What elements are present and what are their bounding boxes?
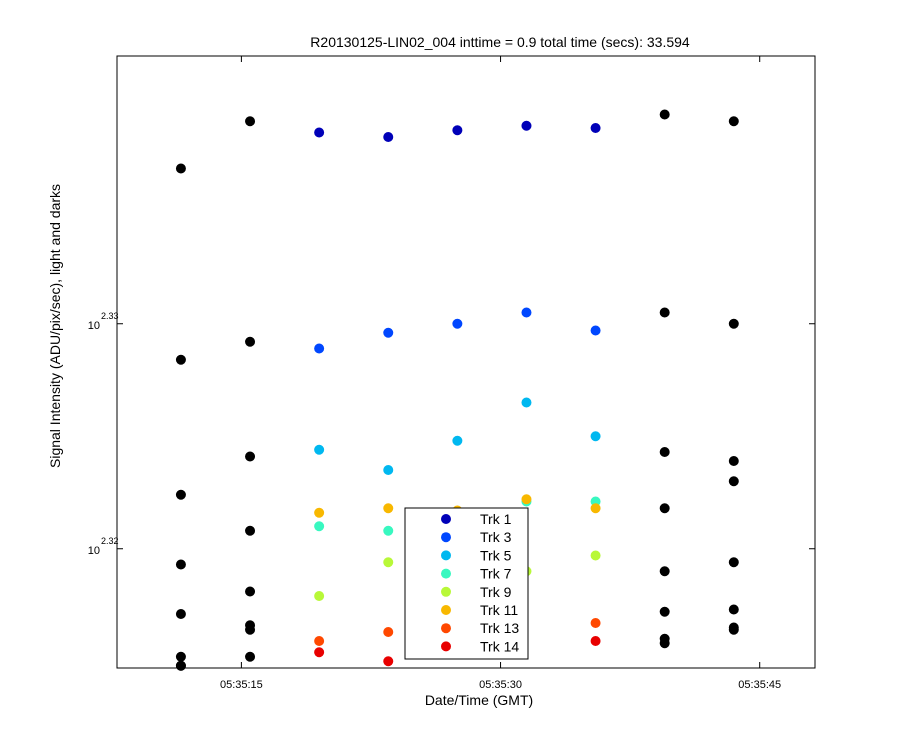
dark-point — [659, 606, 670, 617]
data-point — [314, 444, 325, 455]
x-axis-label: Date/Time (GMT) — [425, 692, 533, 708]
data-point — [314, 636, 325, 646]
dark-point — [175, 354, 186, 365]
dark-point — [728, 557, 739, 568]
legend-marker — [441, 623, 451, 634]
dark-point — [728, 624, 739, 635]
data-point — [314, 591, 325, 601]
legend-label: Trk 11 — [480, 602, 518, 618]
dark-point — [245, 451, 256, 462]
dark-point — [245, 624, 256, 635]
legend-label: Trk 5 — [480, 547, 512, 563]
legend-label: Trk 3 — [480, 529, 512, 545]
legend: Trk 1 Trk 3 Trk 5 Trk 7 Trk 9 Trk 11 Trk 13 Trk… — [404, 507, 529, 660]
dark-point — [175, 163, 186, 174]
data-point — [383, 503, 394, 514]
chart-title: R20130125-LIN02_004 inttime = 0.9 total … — [310, 34, 690, 50]
legend-marker — [441, 568, 451, 579]
data-point — [314, 521, 325, 532]
y-tick-label-base: 10 — [88, 545, 100, 557]
data-point — [521, 307, 532, 318]
data-point — [314, 647, 325, 658]
legend-marker — [441, 532, 451, 543]
y-tick-label-exponent: 2.33 — [101, 311, 119, 321]
legend-marker — [441, 514, 451, 524]
data-point — [383, 656, 394, 667]
data-point — [383, 627, 394, 637]
data-point — [314, 507, 325, 518]
legend-label: Trk 13 — [480, 620, 519, 636]
dark-point — [659, 307, 670, 318]
data-point — [383, 525, 394, 536]
data-point — [590, 618, 601, 628]
dark-point — [728, 476, 739, 487]
data-point — [590, 550, 601, 561]
x-tick-label: 05:35:30 — [479, 679, 522, 691]
data-point — [590, 431, 601, 442]
legend-marker — [441, 605, 451, 615]
dark-point — [728, 116, 739, 127]
x-tick-label: 05:35:15 — [220, 679, 263, 691]
data-point — [590, 636, 601, 646]
dark-point — [245, 336, 256, 347]
dark-point — [728, 604, 739, 615]
legend-marker — [441, 586, 451, 597]
legend-marker — [441, 641, 451, 652]
legend-label: Trk 14 — [480, 638, 519, 654]
data-point — [383, 557, 394, 568]
y-tick-label-base: 10 — [88, 320, 100, 332]
dark-point — [659, 109, 670, 120]
dark-point — [728, 318, 739, 329]
dark-point — [175, 609, 186, 619]
data-point — [521, 494, 532, 505]
dark-point — [245, 116, 256, 127]
dark-point — [659, 566, 670, 577]
dark-point — [175, 660, 186, 671]
data-point — [452, 125, 463, 136]
data-point — [590, 325, 601, 336]
data-point — [521, 397, 532, 408]
dark-point — [659, 503, 670, 514]
dark-point — [245, 525, 256, 536]
legend-label: Trk 1 — [480, 511, 512, 527]
dark-point — [175, 559, 186, 570]
dark-point — [175, 489, 186, 500]
data-point — [383, 465, 394, 475]
data-point — [383, 327, 394, 338]
dark-point — [728, 456, 739, 466]
dark-point — [659, 447, 670, 457]
data-point — [521, 120, 532, 131]
data-point — [452, 435, 463, 446]
dark-point — [245, 586, 256, 597]
x-tick-label: 05:35:45 — [738, 679, 781, 691]
dark-point — [175, 651, 186, 662]
x-axis-ticks: 05:35:15 05:35:30 05:35:45 — [220, 56, 781, 691]
dark-point — [245, 651, 256, 662]
dark-point — [659, 638, 670, 649]
y-tick-label-exponent: 2.32 — [101, 536, 119, 546]
data-point — [590, 503, 601, 514]
legend-box — [404, 507, 529, 660]
plot-area — [116, 55, 816, 669]
legend-label: Trk 7 — [480, 566, 512, 582]
data-point — [590, 123, 601, 133]
y-axis-label: Signal Intensity (ADU/pix/sec), light an… — [47, 184, 63, 468]
legend-label: Trk 9 — [480, 584, 512, 600]
data-point — [314, 343, 325, 354]
legend-marker — [441, 550, 451, 561]
data-point — [314, 127, 325, 138]
data-point — [383, 132, 394, 142]
data-point — [452, 318, 463, 329]
